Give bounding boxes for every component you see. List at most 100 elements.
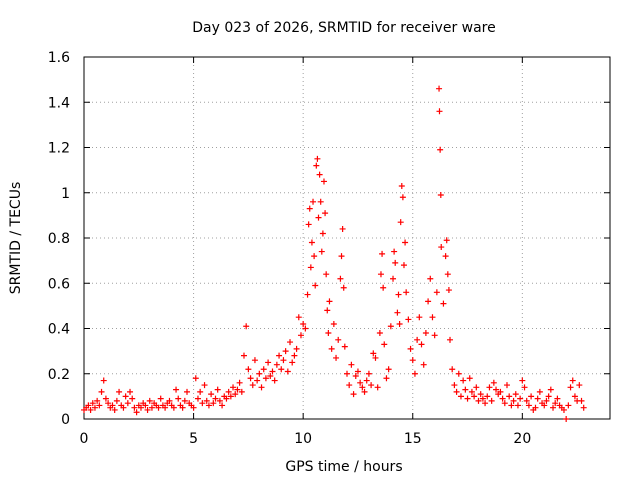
y-tick-label: 0.2	[48, 367, 70, 383]
data-point	[569, 377, 576, 384]
data-point	[403, 289, 410, 296]
data-point	[508, 402, 515, 409]
data-point	[377, 271, 384, 278]
data-point	[433, 289, 440, 296]
data-point	[576, 382, 583, 389]
data-point	[223, 395, 230, 402]
data-point	[473, 384, 480, 391]
data-point	[534, 395, 541, 402]
data-point	[486, 384, 493, 391]
y-tick-label: 0.4	[48, 322, 70, 338]
data-point	[398, 182, 405, 189]
data-point	[291, 352, 298, 359]
data-point	[523, 397, 530, 404]
data-point	[305, 221, 312, 228]
data-point	[488, 397, 495, 404]
data-point	[127, 388, 134, 395]
data-point	[179, 404, 186, 411]
data-point	[440, 300, 447, 307]
data-point	[216, 397, 223, 404]
chart-title: Day 023 of 2026, SRMTID for receiver war…	[192, 20, 496, 36]
data-point	[102, 395, 109, 402]
data-point	[464, 395, 471, 402]
data-point	[348, 361, 355, 368]
data-point	[436, 108, 443, 115]
data-points	[81, 85, 587, 422]
data-point	[306, 205, 313, 212]
data-point	[545, 393, 552, 400]
data-point	[256, 370, 263, 377]
data-point	[338, 253, 345, 260]
data-point	[532, 404, 539, 411]
plot-frame	[83, 56, 611, 420]
data-point	[563, 416, 570, 422]
data-point	[225, 388, 232, 395]
data-point	[565, 402, 572, 409]
x-tick-label: 10	[294, 431, 312, 447]
data-point	[219, 402, 226, 409]
data-point	[429, 314, 436, 321]
data-point	[455, 370, 462, 377]
data-point	[148, 404, 155, 411]
data-point	[190, 404, 197, 411]
data-point	[357, 379, 364, 386]
data-point	[407, 345, 414, 352]
data-point	[501, 400, 508, 407]
data-point	[422, 330, 429, 337]
data-point	[162, 404, 169, 411]
data-point	[451, 382, 458, 389]
data-point	[144, 406, 151, 413]
data-point	[129, 395, 136, 402]
data-point	[251, 357, 258, 364]
data-point	[170, 404, 177, 411]
data-point	[354, 368, 361, 375]
data-point	[184, 388, 191, 395]
data-point	[314, 155, 321, 162]
data-point	[267, 373, 274, 380]
data-point	[282, 348, 289, 355]
data-point	[344, 370, 350, 377]
data-point	[409, 357, 416, 364]
data-point	[420, 361, 427, 368]
data-point	[339, 225, 346, 232]
data-point	[214, 386, 221, 393]
data-point	[194, 395, 201, 402]
data-point	[289, 359, 296, 366]
data-point	[442, 253, 449, 260]
data-point	[113, 397, 120, 404]
data-point	[247, 375, 254, 382]
data-point	[227, 393, 234, 400]
data-point	[318, 248, 325, 255]
data-point	[304, 291, 311, 298]
data-point	[379, 250, 386, 257]
data-point	[414, 336, 421, 343]
data-point	[280, 357, 287, 364]
data-point	[98, 388, 105, 395]
data-point	[333, 354, 340, 361]
data-point	[293, 345, 300, 352]
data-point	[396, 320, 403, 327]
data-point	[372, 354, 379, 361]
y-axis-label: SRMTID / TECUs	[8, 182, 24, 295]
data-point	[512, 391, 519, 398]
data-point	[471, 393, 478, 400]
data-point	[232, 391, 239, 398]
data-point	[325, 330, 332, 337]
data-point	[425, 298, 432, 305]
data-point	[111, 406, 118, 413]
horizontal-grid-lines	[84, 101, 610, 375]
data-point	[295, 314, 302, 321]
data-point	[521, 384, 528, 391]
data-point	[361, 388, 368, 395]
data-point	[402, 239, 409, 246]
x-axis-label: GPS time / hours	[285, 459, 402, 475]
x-axis-ticks: 0 5 10 15 20	[80, 57, 531, 447]
data-point	[431, 332, 438, 339]
data-point	[560, 406, 567, 413]
data-point	[330, 320, 337, 327]
data-point	[276, 352, 283, 359]
data-point	[284, 368, 291, 375]
x-tick-label: 15	[404, 431, 422, 447]
data-point	[307, 264, 314, 271]
data-point	[352, 373, 359, 380]
